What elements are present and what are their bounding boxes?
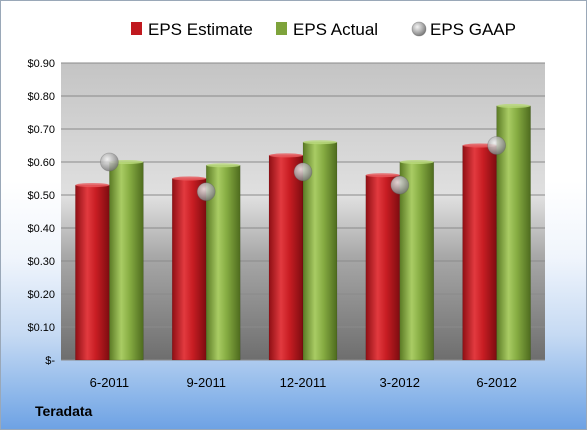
legend-label: EPS Actual [293,20,378,39]
legend-swatch [411,21,427,37]
legend-swatch [131,22,142,35]
company-label: Teradata [35,403,93,419]
eps-gaap-point [196,182,216,202]
gaap-points [100,136,507,202]
legend-label: EPS Estimate [148,20,253,39]
legend: EPS Estimate EPS Actual EPS GAAP [131,20,516,39]
eps-actual-bar-top [399,160,434,164]
y-tick-label: $0.20 [27,289,55,301]
y-tick-label: $- [45,355,55,367]
eps-actual-bar [109,161,144,361]
x-tick-label: 9-2011 [186,375,226,390]
eps-estimate-bar [365,174,401,361]
y-tick-label: $0.40 [27,223,55,235]
y-tick-label: $0.10 [27,322,55,334]
eps-actual-bar [399,161,435,361]
eps-estimate-bar-top [269,153,303,158]
bars [75,103,531,361]
eps-gaap-point [293,162,313,182]
x-tick-label: 3-2012 [380,375,420,390]
y-tick-label: $0.60 [27,157,55,169]
y-tick-label: $0.80 [27,91,55,103]
eps-estimate-bar-top [365,173,400,178]
y-tick-label: $0.90 [27,58,55,70]
legend-swatch [276,22,287,35]
eps-estimate-bar [462,145,497,361]
y-tick-label: $0.30 [27,256,55,268]
y-tick-label: $0.70 [27,124,55,136]
eps-gaap-point [100,152,119,172]
x-axis-tick-labels: 6-2011 9-2011 12-2011 3-2012 6-2012 [90,375,517,390]
eps-estimate-bar-top [75,183,110,188]
x-tick-label: 6-2011 [90,375,130,390]
y-tick-label: $0.50 [27,190,55,202]
eps-actual-bar-top [496,103,531,108]
eps-actual-bar-top [303,140,337,145]
legend-label: EPS GAAP [430,20,516,39]
eps-estimate-bar-top [172,176,207,181]
eps-gaap-point [390,175,410,195]
eps-actual-bar-top [206,163,241,168]
x-tick-label: 12-2011 [280,375,327,390]
eps-estimate-bar [268,155,304,361]
eps-estimate-bar [75,184,110,361]
eps-gaap-point [487,136,507,155]
y-axis-tick-labels: $- $0.10 $0.20 $0.30 $0.40 $0.50 $0.60 $0.70 $0.… [27,58,55,367]
x-tick-label: 6-2012 [476,375,516,390]
eps-estimate-bar [171,178,207,361]
